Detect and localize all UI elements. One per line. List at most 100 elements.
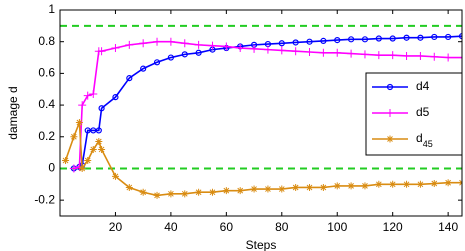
marker [95,127,102,134]
marker [430,180,438,188]
legend-marker-shape [386,83,394,91]
marker [139,188,147,196]
marker [98,145,106,153]
marker [125,40,134,49]
marker [333,182,341,190]
marker [402,51,411,60]
marker [84,157,92,165]
marker [360,50,369,59]
y-tick-label: 0 [48,161,55,175]
legend-marker-shape [386,109,394,117]
marker [195,188,203,196]
marker [389,35,396,42]
marker [348,36,355,43]
series-line [64,122,462,197]
legend-marker [386,83,394,91]
legend-marker [386,135,394,143]
marker [416,180,424,188]
y-tick-label: 0.4 [38,97,55,111]
marker [334,37,341,44]
marker [70,133,78,141]
marker [445,33,452,41]
marker [153,59,161,66]
marker [153,191,161,199]
marker [374,51,383,60]
legend-marker-shape [386,135,394,143]
marker [319,48,328,57]
y-tick-label: 0.2 [38,129,55,143]
marker [319,183,327,191]
marker [78,101,87,110]
legend-label: d45 [416,131,433,149]
marker [292,39,299,46]
y-axis-label: damage d [6,86,20,139]
marker [125,183,133,191]
x-tick-label: 100 [327,220,347,234]
marker [417,34,424,41]
marker [388,51,397,60]
marker [222,42,231,51]
y-tick-label: -0.2 [34,192,55,206]
x-tick-label: 20 [109,220,123,234]
x-tick-label: 140 [438,220,458,234]
marker [167,190,175,198]
y-tick-label: 0.6 [38,66,55,80]
marker [277,46,286,55]
marker [111,172,119,180]
marker [250,44,259,53]
marker [278,40,285,47]
marker [112,94,119,101]
marker [195,49,202,56]
marker [89,89,98,98]
marker [458,53,462,62]
marker [167,54,174,61]
marker [278,185,286,193]
marker [222,187,230,195]
marker [236,187,244,195]
marker [347,182,355,190]
legend-label: d5 [416,105,430,119]
marker [97,47,106,56]
marker [75,119,83,127]
marker [62,157,70,165]
marker [430,52,439,61]
marker [347,49,356,58]
marker [208,188,216,196]
marker [416,51,425,60]
marker [180,39,189,48]
marker [153,37,162,46]
marker [389,180,397,188]
x-tick-label: 40 [164,220,178,234]
marker [111,44,120,53]
y-tick-label: 1 [48,2,55,16]
marker [194,40,203,49]
x-tick-label: 80 [275,220,289,234]
marker [306,183,314,191]
marker [361,36,369,43]
marker [320,37,327,45]
marker [306,38,313,45]
legend-label: d4 [416,79,430,93]
marker [126,75,133,82]
marker [292,183,300,191]
marker [250,185,258,193]
marker [444,179,452,187]
marker [98,105,105,112]
marker [181,190,189,198]
marker [78,164,86,172]
marker [140,65,147,72]
y-tick-label: 0.8 [38,34,55,48]
x-tick-label: 120 [383,220,403,234]
marker [69,164,78,173]
marker [333,48,342,57]
marker [444,53,453,62]
marker [181,51,188,58]
marker [458,33,462,40]
marker [431,33,438,41]
legend-box [365,72,463,156]
marker [83,91,92,100]
marker [89,145,97,153]
marker [305,47,314,56]
x-axis-label: Steps [246,238,277,251]
